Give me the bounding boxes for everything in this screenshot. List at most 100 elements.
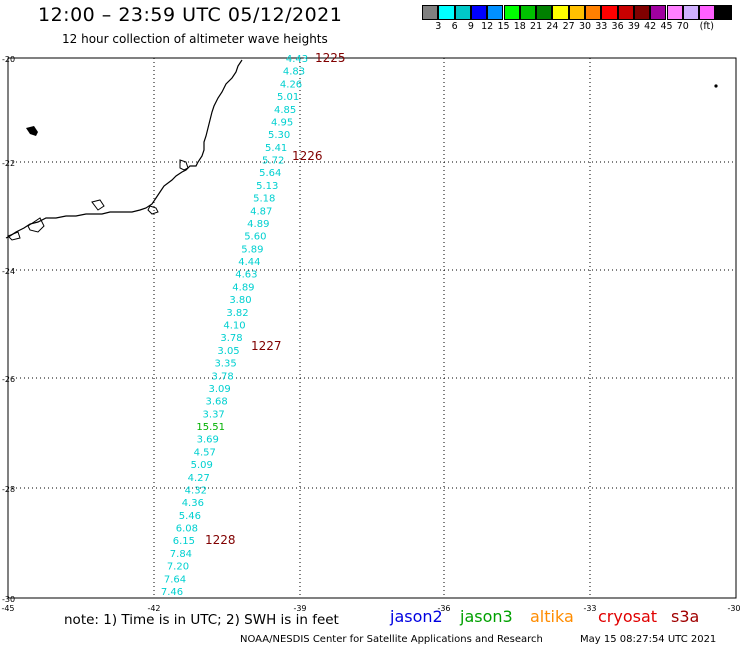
colorbar-label: 24 [546, 21, 559, 32]
colorbar-label: 33 [595, 21, 608, 32]
wave-height-value: 5.30 [268, 130, 290, 141]
wave-height-value: 7.46 [161, 587, 183, 598]
wave-height-value: 5.01 [277, 92, 299, 103]
colorbar-label: 27 [562, 21, 575, 32]
time-label: 1228 [205, 533, 236, 547]
colorbar-swatch [519, 5, 537, 20]
mission-s3a: s3a [671, 607, 700, 626]
colorbar-swatch [470, 5, 488, 20]
wave-height-value: 4.89 [232, 282, 254, 293]
island-2 [714, 84, 718, 88]
axis-tick-labels: -20-22-24-26-28-30-45 -42 -39 -36 -33 -30 [1, 55, 740, 613]
wave-height-value: 4.43 [286, 54, 308, 65]
colorbar-swatch [633, 5, 651, 20]
colorbar-swatch [715, 5, 732, 20]
wave-height-value: 6.08 [176, 524, 198, 535]
colorbar-label: 45 [660, 21, 673, 32]
lon-tick-label: -45 [1, 604, 14, 613]
wave-height-value: 4.89 [247, 219, 269, 230]
colorbar-label: 15 [497, 21, 510, 32]
wave-height-value: 5.64 [259, 168, 281, 179]
colorbar-label: 21 [530, 21, 543, 32]
colorbar-swatch [438, 5, 455, 20]
wave-height-value: 5.18 [253, 194, 275, 205]
colorbar-swatch [650, 5, 667, 20]
wave-height-value: 6.15 [173, 536, 195, 547]
wave-height-value: 7.64 [164, 574, 186, 585]
colorbar-swatch [666, 5, 683, 20]
colorbar-swatch [536, 5, 553, 20]
colorbar-label: 3 [435, 21, 442, 32]
colorbar-swatch [682, 5, 700, 20]
colorbar-label: 42 [644, 21, 657, 32]
mission-jason3: jason3 [460, 607, 513, 626]
footer-note: note: 1) Time is in UTC; 2) SWH is in fe… [64, 612, 339, 628]
colorbar-label: 18 [513, 21, 526, 32]
wave-height-value: 4.44 [238, 257, 260, 268]
colorbar-label: 9 [467, 21, 474, 32]
timestamp: May 15 08:27:54 UTC 2021 [580, 634, 717, 645]
wave-height-value: 3.80 [229, 295, 251, 306]
wave-height-value: 3.82 [226, 308, 248, 319]
wave-height-value: 7.20 [167, 562, 189, 573]
colorbar-swatch [568, 5, 585, 20]
lat-tick-label: -26 [2, 375, 15, 384]
wave-height-value: 3.68 [206, 397, 228, 408]
wave-height-value: 5.46 [179, 511, 201, 522]
lon-tick-label: -33 [583, 604, 596, 613]
mission-jason2: jason2 [390, 607, 443, 626]
wave-height-value: 4.57 [194, 447, 216, 458]
colorbar-label: 36 [611, 21, 624, 32]
lat-tick-label: -28 [2, 485, 15, 494]
wave-height-value: 4.26 [280, 79, 302, 90]
wave-height-value: 4.87 [250, 206, 272, 217]
lat-tick-label: -30 [2, 595, 15, 604]
altimeter-track: 4.43 4.834.26 5.01 4.854.95 5.30 5.41 5.725.64… [161, 54, 308, 598]
wave-height-value: 5.41 [265, 143, 287, 154]
time-label: 1227 [251, 339, 282, 353]
colorbar-swatch [699, 5, 716, 20]
colorbar-label: 39 [627, 21, 640, 32]
map-frame [7, 57, 737, 599]
mission-altika: altika [530, 607, 574, 626]
lat-tick-label: -20 [2, 55, 15, 64]
colorbar-swatch [454, 5, 471, 20]
colorbar-swatch [552, 5, 569, 20]
wave-height-value: 4.10 [223, 321, 245, 332]
colorbar-label: 12 [481, 21, 494, 32]
lat-tick-label: -22 [2, 159, 15, 168]
colorbar-unit: (ft) [699, 21, 714, 32]
lon-tick-label: -42 [147, 604, 160, 613]
time-label: 1226 [292, 149, 323, 163]
colorbar-swatch [487, 5, 504, 20]
coastline-detail [7, 159, 189, 241]
wave-height-value: 4.36 [182, 498, 204, 509]
lon-tick-label: -39 [293, 604, 306, 613]
time-labels: 1225 1226 1227 1228 [205, 51, 346, 547]
wave-height-value: 5.89 [241, 244, 263, 255]
wave-height-value: 15.51 [196, 422, 225, 433]
colorbar-swatch [601, 5, 618, 20]
wave-height-value: 4.83 [283, 67, 305, 78]
wave-height-value: 3.09 [208, 384, 230, 395]
wave-height-value: 5.09 [191, 460, 213, 471]
wave-height-value: 3.05 [217, 346, 239, 357]
wave-height-value: 4.27 [188, 473, 210, 484]
lat-tick-label: -24 [2, 267, 15, 276]
wave-height-value: 7.84 [170, 549, 192, 560]
wave-height-value: 3.37 [203, 409, 225, 420]
wave-height-value: 3.78 [211, 371, 233, 382]
colorbar-label: 70 [676, 21, 689, 32]
island-1 [26, 126, 38, 136]
page-title: 12:00 – 23:59 UTC 05/12/2021 [38, 4, 343, 26]
colorbar-label: 6 [451, 21, 458, 32]
lon-tick-label: -30 [727, 604, 740, 613]
coastline [5, 59, 243, 239]
lon-tick-label: -36 [437, 604, 450, 613]
wave-height-value: 4.95 [271, 117, 293, 128]
wave-height-value: 3.35 [214, 359, 236, 370]
colorbar-swatch [422, 5, 439, 20]
credit-line: NOAA/NESDIS Center for Satellite Applica… [240, 634, 543, 645]
page-subtitle: 12 hour collection of altimeter wave hei… [62, 32, 328, 46]
